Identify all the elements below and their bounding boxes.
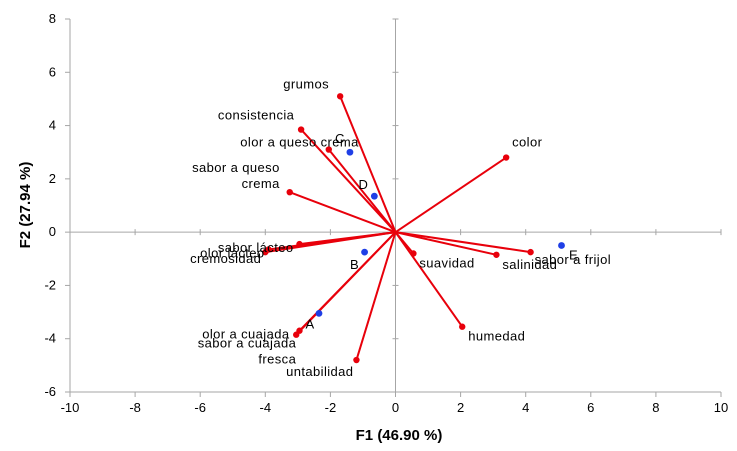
point-label-line: crema bbox=[242, 176, 280, 191]
vector-grumos bbox=[339, 95, 397, 233]
point-label-cremosidad: cremosidad bbox=[190, 251, 261, 266]
y-tick-label: -4 bbox=[44, 331, 56, 346]
x-tick-label: -8 bbox=[129, 400, 141, 415]
vector-sabor-a-queso-crema bbox=[289, 191, 396, 234]
vector-sabor-a-frijol bbox=[395, 231, 531, 254]
point-label-c: C bbox=[335, 131, 345, 146]
x-axis-title: F1 (46.90 %) bbox=[356, 427, 443, 444]
y-axis-title: F2 (27.94 %) bbox=[17, 162, 34, 249]
point-label-a: A bbox=[305, 316, 314, 331]
point-label-sabor-a-cuajada-fresca: sabor a cuajada fresca bbox=[198, 336, 297, 367]
point-label-olor-a-cuajada: olor a cuajada bbox=[202, 327, 290, 342]
y-tick-label: 0 bbox=[49, 224, 56, 239]
point-label-grumos: grumos bbox=[283, 76, 329, 91]
point-label-color: color bbox=[512, 135, 542, 150]
vector-tip-cremosidad bbox=[262, 248, 269, 256]
axes-layer bbox=[69, 19, 721, 393]
vector-untabilidad bbox=[355, 231, 397, 361]
point-label-line: olor a cuajada bbox=[202, 327, 290, 342]
x-tick-label: 6 bbox=[587, 400, 594, 415]
vector-sabor-a-cuajada-fresca bbox=[295, 231, 397, 336]
point-label-line: consistencia bbox=[218, 108, 295, 123]
y-tick-label: 6 bbox=[49, 64, 56, 79]
point-label-sabor-a-frijol: sabor a frijol bbox=[535, 252, 611, 267]
point-label-line: sabor a frijol bbox=[535, 252, 611, 267]
point-label-line: D bbox=[358, 177, 368, 192]
point-label-line: B bbox=[350, 257, 359, 272]
x-tick-label: 2 bbox=[457, 400, 464, 415]
point-label-olor-a-queso-crema: olor a queso crema bbox=[240, 135, 359, 150]
point-label-line: color bbox=[512, 135, 542, 150]
x-tick-label: -10 bbox=[61, 400, 80, 415]
observation-point-b bbox=[361, 248, 368, 256]
point-label-line: salinidad bbox=[502, 257, 557, 272]
point-label-salinidad: salinidad bbox=[502, 257, 557, 272]
vector-tip-consistencia bbox=[297, 126, 305, 133]
y-tick-label: 8 bbox=[49, 11, 56, 26]
point-label-sabor-lacteo: sabor lácteo bbox=[218, 240, 294, 255]
x-tick-label: -2 bbox=[325, 400, 337, 415]
observation-point-a bbox=[315, 310, 323, 317]
y-tick-label: 2 bbox=[49, 171, 56, 186]
vector-humedad bbox=[394, 231, 464, 328]
vector-tip-grumos bbox=[336, 93, 344, 100]
vector-tip-sabor-a-frijol bbox=[527, 248, 534, 256]
observation-point-e bbox=[558, 242, 565, 249]
vector-olor-a-queso-crema bbox=[327, 148, 397, 233]
point-label-sabor-a-queso-crema: sabor a queso crema bbox=[192, 160, 280, 191]
point-label-suavidad: suavidad bbox=[419, 255, 474, 270]
point-label-b: B bbox=[350, 257, 359, 272]
observation-point-c bbox=[346, 148, 354, 156]
point-label-humedad: humedad bbox=[468, 329, 525, 344]
vector-tip-salinidad bbox=[493, 251, 500, 258]
point-label-line: A bbox=[305, 316, 314, 331]
y-tick-label: -6 bbox=[44, 384, 56, 399]
observations-layer bbox=[315, 148, 565, 317]
point-label-d: D bbox=[358, 177, 368, 192]
point-label-line: sabor a queso bbox=[192, 160, 280, 175]
vector-consistencia bbox=[300, 128, 397, 233]
x-tick-label: 8 bbox=[652, 400, 659, 415]
x-tick-label: 4 bbox=[522, 400, 529, 415]
x-tick-label: 10 bbox=[714, 400, 728, 415]
point-label-line: suavidad bbox=[419, 255, 474, 270]
point-label-olor-lacteo: olor lácteo bbox=[200, 245, 264, 260]
y-tick-label: 4 bbox=[49, 118, 56, 133]
x-tick-label: -4 bbox=[260, 400, 272, 415]
point-label-line: humedad bbox=[468, 329, 525, 344]
point-label-line: untabilidad bbox=[286, 364, 353, 379]
point-label-line: fresca bbox=[258, 352, 296, 367]
point-label-line: olor a queso crema bbox=[240, 135, 359, 150]
vector-color bbox=[394, 156, 507, 233]
point-label-e: E bbox=[569, 247, 578, 262]
point-label-line: E bbox=[569, 247, 578, 262]
vector-salinidad bbox=[395, 231, 497, 256]
ticks-layer: -10 -8 -6 -4 -2 0 2 4 6 8 10 -6 -4 -2 0 2 4 6 8 bbox=[44, 11, 728, 415]
x-tick-label: 0 bbox=[392, 400, 399, 415]
observation-point-d bbox=[370, 192, 378, 200]
vector-tip-olor-a-queso-crema bbox=[325, 146, 332, 153]
point-label-line: olor lácteo bbox=[200, 245, 264, 260]
x-tick-label: -6 bbox=[194, 400, 206, 415]
vectors-layer bbox=[262, 93, 534, 364]
point-label-line: sabor lácteo bbox=[218, 240, 294, 255]
point-label-line: C bbox=[335, 131, 345, 146]
vector-tip-color bbox=[502, 154, 510, 161]
vector-tip-sabor-a-queso-crema bbox=[286, 188, 293, 196]
vector-tip-humedad bbox=[459, 323, 466, 330]
point-label-line: cremosidad bbox=[190, 251, 261, 266]
y-tick-label: -2 bbox=[44, 277, 56, 292]
vector-cremosidad bbox=[265, 231, 396, 254]
labels-layer: grumos consistencia olor a queso crema sabo… bbox=[190, 76, 611, 379]
point-label-untabilidad: untabilidad bbox=[286, 364, 353, 379]
point-label-consistencia: consistencia bbox=[218, 108, 295, 123]
vector-tip-untabilidad bbox=[353, 356, 360, 364]
vector-tip-sabor-a-cuajada-fresca bbox=[293, 331, 300, 338]
point-label-line: sabor a cuajada bbox=[198, 336, 297, 351]
point-label-line: grumos bbox=[283, 76, 329, 91]
